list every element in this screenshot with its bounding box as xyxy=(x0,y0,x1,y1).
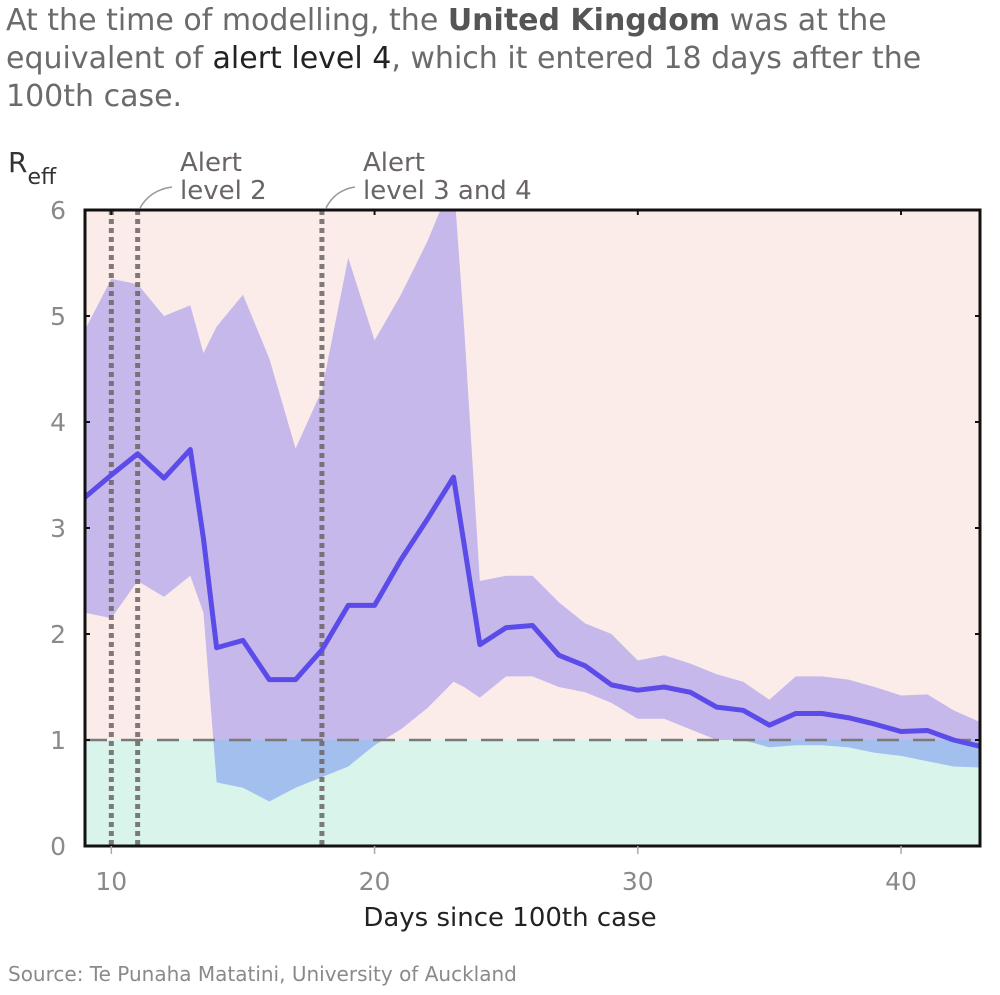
y-tick-label: 5 xyxy=(50,302,66,331)
annotation-alert-level-2: Alert level 2 xyxy=(139,148,267,209)
annotation-arrow-icon xyxy=(325,186,356,209)
y-tick-label: 6 xyxy=(50,196,66,225)
x-tick-label: 40 xyxy=(885,867,917,896)
y-tick-label: 3 xyxy=(50,514,66,543)
headline-country: United Kingdom xyxy=(447,3,721,38)
svg-text:Alert: Alert xyxy=(180,148,242,178)
y-tick-label: 4 xyxy=(50,408,66,437)
svg-text:level 2: level 2 xyxy=(180,176,267,206)
annotation-alert-level-3-4: Alert level 3 and 4 xyxy=(325,148,532,209)
svg-text:level 3 and 4: level 3 and 4 xyxy=(363,176,532,206)
headline-part-2: was at the equivalent of xyxy=(6,3,887,76)
headline-level: alert level 4 xyxy=(212,41,392,76)
headline-part-3: , which it entered 18 days after the 100… xyxy=(6,41,922,114)
confidence-band xyxy=(85,210,980,740)
x-tick-label: 30 xyxy=(622,867,654,896)
annotation-arrow-icon xyxy=(139,186,173,209)
headline-part-1: At the time of modelling, the xyxy=(6,3,448,38)
x-tick-label: 10 xyxy=(95,867,127,896)
median-line xyxy=(85,447,980,749)
source-note: Source: Te Punaha Matatini, University o… xyxy=(8,962,517,986)
y-tick-label: 2 xyxy=(50,620,66,649)
headline: At the time of modelling, the United Kin… xyxy=(6,2,986,116)
svg-text:Alert: Alert xyxy=(363,148,425,178)
y-axis-label: Reff xyxy=(8,146,57,190)
y-tick-label: 1 xyxy=(50,726,66,755)
x-tick-label: 20 xyxy=(359,867,391,896)
confidence-band-below-one xyxy=(213,740,980,802)
y-tick-label: 0 xyxy=(50,832,66,861)
x-axis-label: Days since 100th case xyxy=(363,903,656,933)
